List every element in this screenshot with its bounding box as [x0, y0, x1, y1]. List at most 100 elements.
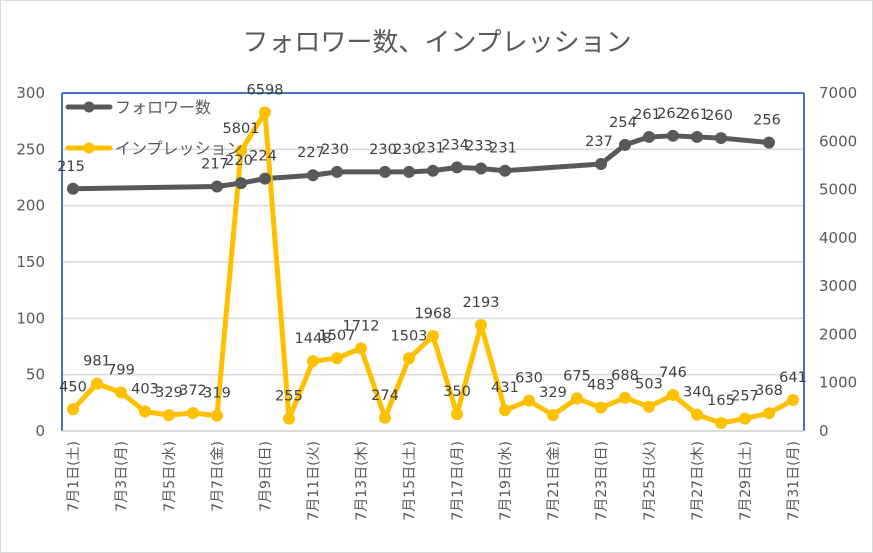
impression-data-label: 483 — [587, 378, 615, 394]
impression-data-label: 450 — [59, 379, 87, 395]
follower-data-label: 256 — [753, 113, 781, 129]
follower-data-label: 215 — [57, 159, 85, 175]
left-axis-ticks: 0 50 100 150 200 250 300 — [16, 84, 45, 440]
x-axis-tick-label: 7月5日(水) — [162, 441, 178, 512]
x-axis-tick-label: 7月15日(土) — [402, 441, 418, 521]
left-axis-tick-label: 200 — [16, 197, 45, 215]
impression-marker — [787, 394, 799, 407]
legend-label-followers: フォロワー数 — [115, 98, 211, 117]
impression-marker — [67, 403, 79, 416]
follower-marker — [715, 132, 727, 145]
impression-marker — [571, 392, 583, 405]
impression-marker — [403, 352, 415, 365]
left-axis-tick-label: 150 — [16, 253, 45, 271]
impression-marker — [307, 355, 319, 368]
follower-marker — [691, 130, 703, 143]
impression-data-label: 255 — [275, 389, 303, 405]
plot-area-border — [61, 92, 805, 432]
x-axis-tick-label: 7月3日(月) — [114, 441, 130, 512]
right-axis-tick-label: 5000 — [819, 181, 857, 199]
follower-marker — [67, 182, 79, 195]
legend-item-followers[interactable]: フォロワー数 — [65, 98, 211, 117]
impression-marker — [691, 408, 703, 421]
impression-data-label: 1968 — [415, 306, 452, 322]
impression-marker — [715, 417, 727, 430]
impression-data-label: 503 — [635, 377, 663, 393]
impression-data-label: 1712 — [343, 318, 380, 334]
follower-marker — [595, 157, 607, 170]
left-axis-tick-label: 50 — [26, 366, 45, 384]
follower-marker — [499, 164, 511, 177]
impression-data-label: 340 — [683, 385, 711, 401]
follower-data-label: 254 — [609, 115, 637, 131]
impression-marker — [187, 407, 199, 420]
impression-marker — [763, 407, 775, 420]
follower-marker — [403, 165, 415, 178]
follower-data-label: 261 — [681, 107, 709, 123]
impression-marker — [379, 411, 391, 424]
impression-data-label: 1503 — [391, 328, 428, 344]
right-axis-tick-label: 3000 — [819, 277, 857, 295]
follower-marker — [307, 169, 319, 182]
right-axis-tick-label: 0 — [819, 422, 829, 440]
follower-marker — [259, 172, 271, 185]
impression-data-label: 274 — [371, 388, 399, 404]
legend-item-impressions[interactable]: インプレッション — [65, 139, 243, 158]
x-axis-tick-label: 7月13日(木) — [354, 441, 370, 521]
legend: フォロワー数 インプレッション — [65, 98, 243, 158]
impression-data-label: 799 — [107, 362, 135, 378]
follower-data-label: 233 — [465, 138, 493, 154]
x-axis-tick-label: 7月11日(火) — [306, 441, 322, 521]
impression-marker — [547, 409, 559, 422]
impression-marker — [595, 401, 607, 414]
follower-marker — [211, 180, 223, 193]
impression-data-label: 630 — [515, 371, 543, 387]
follower-marker — [475, 162, 487, 175]
impression-marker — [283, 412, 295, 425]
follower-data-label: 227 — [297, 145, 325, 161]
follower-data-label: 217 — [201, 157, 229, 173]
right-axis-tick-label: 4000 — [819, 229, 857, 247]
impression-marker — [643, 400, 655, 413]
left-axis-tick-label: 300 — [16, 84, 45, 102]
impression-marker — [211, 409, 223, 422]
right-axis-tick-label: 1000 — [819, 374, 857, 392]
impression-data-label: 746 — [659, 365, 687, 381]
follower-data-label: 260 — [705, 108, 733, 124]
follower-data-label: 237 — [585, 134, 613, 150]
right-axis-tick-label: 7000 — [819, 84, 857, 102]
impression-data-label: 981 — [83, 354, 111, 370]
follower-marker — [427, 164, 439, 177]
follower-marker — [451, 161, 463, 174]
x-axis-tick-label: 7月19日(水) — [498, 441, 514, 521]
impression-data-label: 6598 — [247, 82, 284, 98]
series-markers — [67, 106, 799, 430]
x-axis-tick-label: 7月7日(金) — [210, 441, 226, 512]
impression-marker — [331, 352, 343, 365]
follower-marker — [667, 129, 679, 142]
impression-data-label: 165 — [707, 393, 735, 409]
follower-marker — [379, 165, 391, 178]
follower-marker — [619, 138, 631, 151]
follower-data-label: 231 — [417, 141, 445, 157]
x-axis-tick-label: 7月17日(月) — [450, 441, 466, 521]
impression-marker — [619, 391, 631, 404]
impression-data-label: 329 — [539, 385, 567, 401]
follower-data-label: 234 — [441, 137, 469, 153]
right-axis-tick-label: 2000 — [819, 325, 857, 343]
follower-data-label: 261 — [633, 107, 661, 123]
follower-marker — [235, 177, 247, 190]
impression-marker — [355, 342, 367, 355]
impression-data-label: 431 — [491, 380, 519, 396]
x-axis-tick-label: 7月27日(木) — [690, 441, 706, 521]
left-axis-tick-label: 250 — [16, 140, 45, 158]
right-axis-tick-label: 6000 — [819, 132, 857, 150]
impression-marker — [235, 144, 247, 157]
impression-data-label: 372 — [179, 383, 207, 399]
follower-data-label: 230 — [393, 142, 421, 158]
impression-data-label: 641 — [779, 370, 807, 386]
legend-label-impressions: インプレッション — [115, 139, 243, 158]
